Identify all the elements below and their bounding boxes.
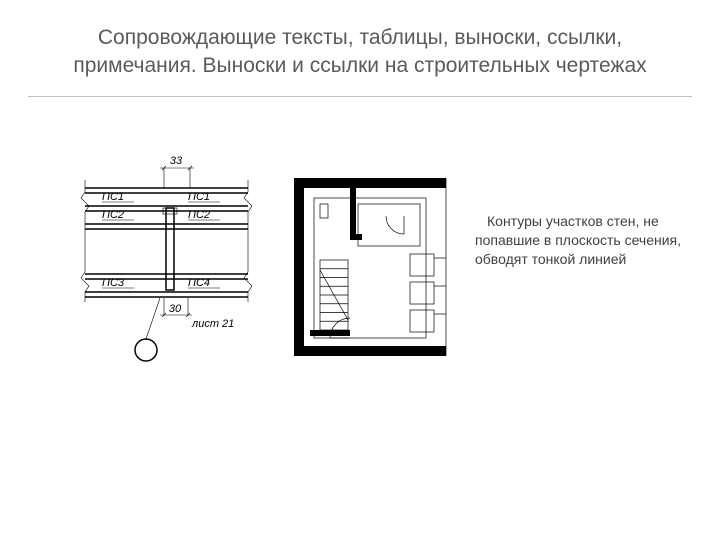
svg-text:ПС3: ПС3 [102, 277, 125, 289]
svg-text:33: 33 [170, 155, 183, 167]
svg-text:лист 21: лист 21 [191, 318, 234, 330]
explanation-note: Контуры участков стен, не попавшие в пло… [475, 212, 705, 269]
svg-text:ПС2: ПС2 [188, 209, 210, 221]
page: Сопровождающие тексты, таблицы, выноски,… [0, 0, 720, 540]
floorplan-drawing [290, 174, 450, 364]
left-drawing: 33 30 лист 21 ПС1 ПС1 ПС2 ПС2 ПС3 ПС4 [80, 150, 260, 370]
svg-text:ПС1: ПС1 [188, 191, 210, 203]
svg-text:30: 30 [169, 303, 182, 315]
svg-text:ПС2: ПС2 [102, 209, 124, 221]
content-area: 3330лист 21ПС1ПС1ПС2ПС2ПС3ПС4 Контуры уч… [80, 150, 680, 500]
svg-text:ПС4: ПС4 [188, 277, 210, 289]
svg-text:ПС1: ПС1 [102, 191, 124, 203]
title-line-2: примечания. Выноски и ссылки на строител… [73, 54, 646, 77]
title-line-1: Сопровождающие тексты, таблицы, выноски,… [98, 26, 622, 49]
page-title: Сопровождающие тексты, таблицы, выноски,… [0, 24, 720, 81]
title-underline [28, 96, 692, 97]
